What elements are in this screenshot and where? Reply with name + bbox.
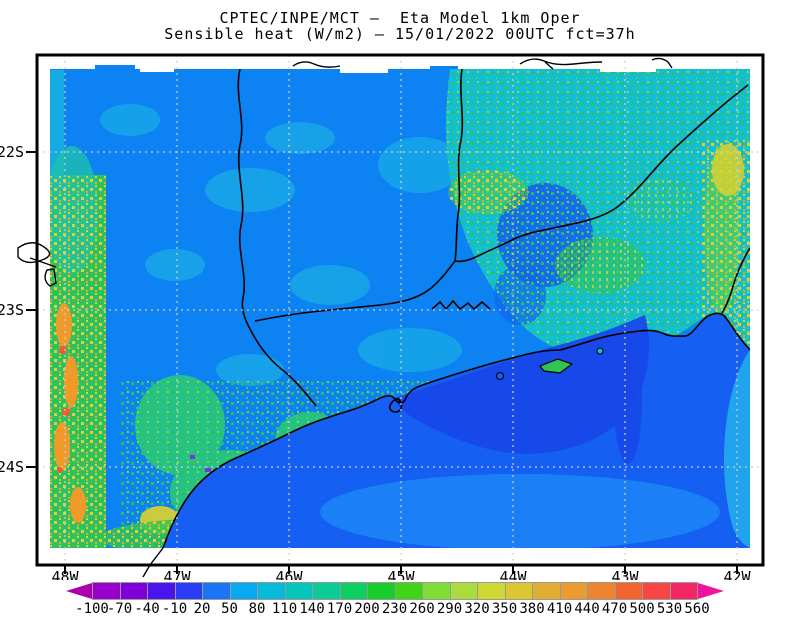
colorbar-tick-label: 380 (519, 601, 545, 617)
colorbar-segment (395, 582, 422, 599)
colorbar-tick-label: -40 (134, 601, 160, 617)
colorbar-segment (93, 582, 120, 599)
colorbar-tick-label: 110 (271, 601, 298, 617)
chart-title-line2: Sensible heat (W/m2) – 15/01/2022 00UTC … (164, 25, 636, 43)
axis-ticks (26, 151, 738, 574)
map-frame (35, 53, 765, 567)
colorbar-tick-label: 560 (684, 601, 710, 617)
state-border-a (237, 69, 317, 407)
colorbar-tick-label: 410 (546, 601, 573, 617)
colorbar-tick-label: -70 (106, 601, 133, 617)
lon-label-46w: 46W (275, 568, 303, 580)
colorbar-tick-label: 500 (629, 601, 655, 617)
island-ilha-grande (539, 358, 574, 374)
colorbar-tick-label: 50 (221, 601, 238, 617)
colorbar-tick-label: 80 (248, 601, 266, 617)
field-top-notch-3 (600, 69, 656, 72)
colorbar-segment (203, 582, 230, 599)
colorbar-segment (285, 582, 312, 599)
lat-label-22s: 22S (0, 143, 24, 161)
field-teal-speckle (446, 69, 750, 350)
lon-label-43w: 43W (611, 568, 639, 580)
colorbar-segment (340, 582, 367, 599)
colorbar-tick-label: 140 (299, 601, 325, 617)
heat-field (50, 69, 750, 548)
island-small-1 (495, 371, 505, 381)
field-green-speckle-b (555, 237, 645, 293)
ocean-dark-patch (394, 315, 650, 454)
colorbar: -100 -70 -40 -10 20 50 80 110 140 170 200 230 260 290… (66, 581, 734, 617)
colorbar-segment (423, 582, 450, 599)
colorbar-segment (230, 582, 257, 599)
lon-label-45w: 45W (387, 568, 415, 580)
field-west-band-speckle (50, 175, 108, 548)
field-west-orange-cores (54, 303, 86, 523)
colorbar-left-arrow (66, 582, 92, 599)
coastline-santos-loop (388, 397, 403, 413)
colorbar-segment (533, 582, 560, 599)
colorbar-segment (313, 582, 340, 599)
state-border-b (254, 84, 749, 322)
island-small-2 (596, 347, 604, 355)
colorbar-segment (258, 582, 285, 599)
colorbar-tick-label: 260 (409, 601, 435, 617)
lon-label-47w: 47W (163, 568, 191, 580)
coastline (162, 312, 750, 548)
colorbar-tick-label: -100 (75, 601, 109, 617)
field-cyan-patches (100, 104, 462, 386)
field-top-notch-2 (340, 69, 388, 73)
field-east-yellow-core (712, 144, 744, 196)
colorbar-tick-label: 440 (574, 601, 600, 617)
lon-label-44w: 44W (499, 568, 527, 580)
colorbar-tick-label: 470 (601, 601, 628, 617)
colorbar-segment (670, 582, 697, 599)
colorbar-right-arrow (698, 582, 724, 599)
field-top-notch-1 (140, 69, 174, 72)
heatmap-canvas: 22S 23S 24S 48W 47W 46W 45W 44W 43W 42W (0, 53, 765, 580)
colorbar-segment (148, 582, 175, 599)
field-west-hot-spots (57, 346, 70, 473)
colorbar-tick-label: 170 (326, 601, 353, 617)
state-border-d (454, 69, 464, 262)
colorbar-tick-label: 290 (436, 601, 463, 617)
colorbar-segment (450, 582, 477, 599)
field-green-speckle-c (625, 178, 695, 222)
lon-label-42w: 42W (723, 568, 751, 580)
colorbar-tick-label: 230 (381, 601, 408, 617)
colorbar-segment (120, 582, 147, 599)
colorbar-segment (478, 582, 505, 599)
colorbar-segment (588, 582, 615, 599)
lon-label-48w: 48W (51, 568, 79, 580)
lat-label-24s: 24S (0, 458, 24, 476)
ocean-light-patch (320, 474, 720, 548)
gridlines (37, 55, 763, 565)
colorbar-segment (560, 582, 587, 599)
chart-title-block: CPTEC/INPE/MCT – Eta Model 1km Oper Sens… (0, 10, 800, 42)
coastline-right-edge (721, 247, 750, 314)
coastline-group (162, 69, 750, 548)
chart-title-line1: CPTEC/INPE/MCT – Eta Model 1km Oper (219, 9, 581, 27)
field-top-tab-2 (430, 66, 458, 69)
colorbar-row (66, 581, 724, 600)
colorbar-tick-label: 320 (464, 601, 490, 617)
ocean-dark-tongue (614, 340, 642, 464)
colorbar-tick-label: 200 (354, 601, 380, 617)
field-top-tab-1 (95, 65, 135, 69)
colorbar-segment (615, 582, 642, 599)
colorbar-tick-label: 20 (193, 601, 211, 617)
colorbar-segments (92, 581, 698, 600)
field-yellow-speckle-a (448, 170, 528, 214)
colorbar-segment (505, 582, 532, 599)
colorbar-tick-label: 350 (491, 601, 518, 617)
colorbar-segment (368, 582, 395, 599)
colorbar-segment (643, 582, 670, 599)
colorbar-segment (175, 582, 202, 599)
ocean-right-band (723, 350, 750, 548)
colorbar-tick-label: -10 (161, 601, 188, 617)
colorbar-tick-label: 530 (656, 601, 683, 617)
state-border-zigzag (431, 299, 491, 311)
lat-label-23s: 23S (0, 301, 24, 319)
